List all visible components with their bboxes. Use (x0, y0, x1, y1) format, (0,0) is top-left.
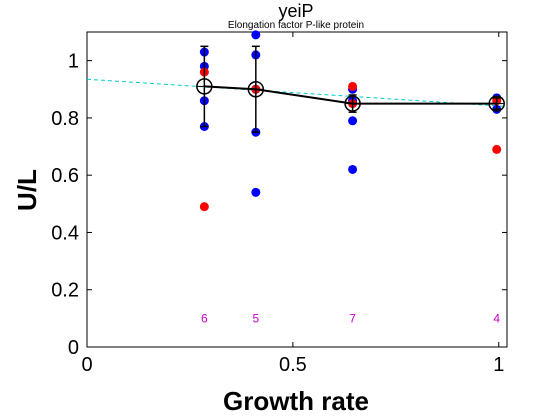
blue-data-point (348, 116, 358, 126)
blue-data-point (251, 187, 261, 197)
blue-data-point (251, 30, 261, 40)
red-data-point (492, 144, 502, 154)
x-axis-label: Growth rate (223, 386, 369, 416)
blue-data-point (348, 164, 358, 174)
mean-line (204, 85, 497, 105)
x-tick-label: 0 (81, 354, 92, 376)
plot-area: 0 0.2 0.4 0.6 0.8 1 0 0.5 1 6 5 7 4 (51, 30, 508, 376)
y-axis-label: U/L (12, 169, 42, 211)
y-tick-label: 0.8 (51, 108, 79, 130)
y-tick-label: 0.6 (51, 165, 79, 187)
sample-count-label: 7 (349, 311, 356, 325)
y-tick-label: 0.4 (51, 222, 79, 244)
sample-count-label: 6 (201, 311, 208, 325)
axes-box (86, 31, 508, 348)
y-tick-label: 0 (68, 337, 79, 359)
y-tick-label: 0.2 (51, 280, 79, 302)
x-tick-label: 0.5 (279, 354, 307, 376)
x-tick-label: 1 (493, 354, 504, 376)
y-tick-label: 1 (68, 51, 79, 73)
chart-subtitle: Elongation factor P-like protein (228, 20, 364, 31)
red-data-point (348, 81, 358, 91)
sample-count-label: 4 (493, 311, 500, 325)
red-data-point (199, 202, 209, 212)
sample-count-label: 5 (252, 311, 259, 325)
fit-line (86, 78, 508, 107)
chart-title: yeiP (278, 1, 313, 21)
